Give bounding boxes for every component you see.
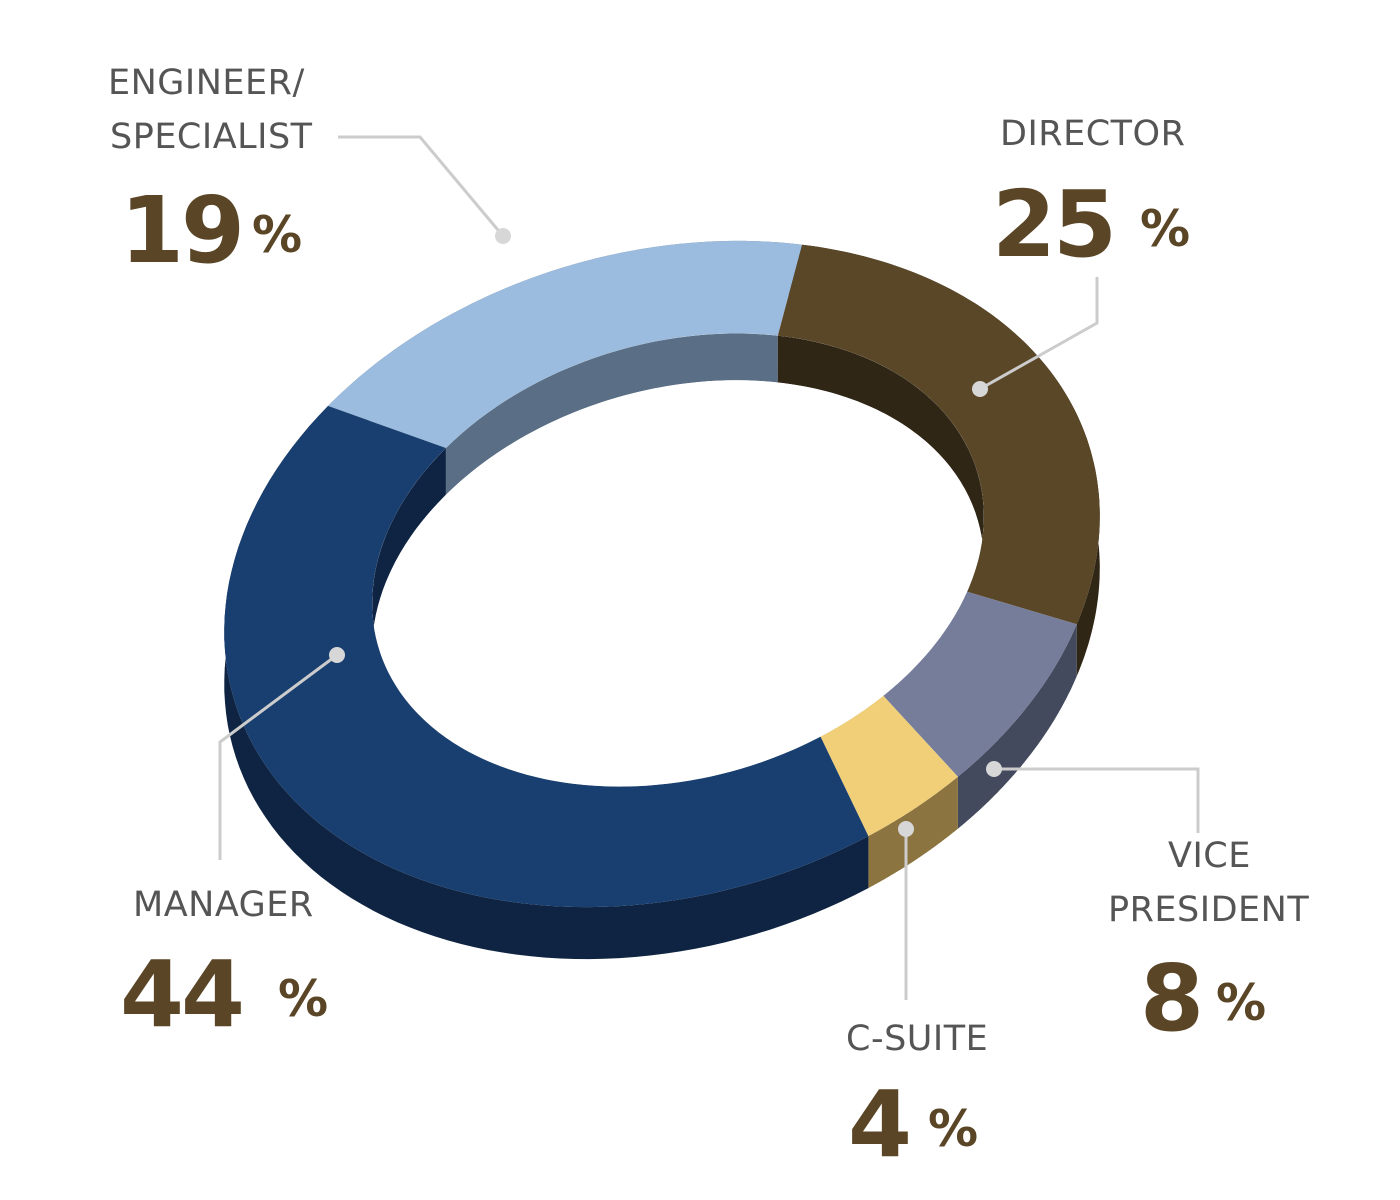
slice-labels: ENGINEER/SPECIALIST 19 % DIRECTOR 25 % VICE PRE… <box>108 63 1309 1178</box>
slice-inner-wall-0 <box>445 333 778 495</box>
slice-label-0: SPECIALIST <box>110 117 313 157</box>
slice-inner-wall-1 <box>777 335 984 639</box>
slice-0 <box>328 240 803 448</box>
donut-hole <box>372 380 984 787</box>
slice-unit-3: % <box>928 1100 978 1158</box>
slice-unit-1: % <box>1140 200 1190 258</box>
slice-label-4: MANAGER <box>133 885 314 925</box>
slice-value-0: 19 <box>120 177 242 284</box>
slice-unit-0: % <box>252 206 302 264</box>
leader-dot-2 <box>986 761 1002 777</box>
slice-label-2: PRESIDENT <box>1108 890 1309 930</box>
slice-inner-wall-4 <box>372 448 821 787</box>
slice-3 <box>820 695 958 837</box>
leader-line-1 <box>979 277 1099 391</box>
leader-lines <box>218 135 1200 1000</box>
donut-ring <box>224 240 1100 960</box>
slice-side-2 <box>957 624 1077 829</box>
slice-value-3: 4 <box>848 1071 909 1178</box>
slice-label-2: VICE <box>1168 836 1251 876</box>
slice-label-3: C-SUITE <box>846 1019 988 1059</box>
leader-line-0 <box>338 135 505 237</box>
leader-dot-3 <box>898 821 914 837</box>
slice-label-0: ENGINEER/ <box>108 63 305 103</box>
leader-line-2 <box>994 767 1200 833</box>
leader-dot-1 <box>972 381 988 397</box>
slice-4 <box>224 406 869 908</box>
slice-1 <box>777 244 1100 625</box>
slice-value-2: 8 <box>1140 945 1201 1052</box>
slice-unit-2: % <box>1216 974 1266 1032</box>
slice-2 <box>883 591 1077 777</box>
leader-line-4 <box>218 653 338 860</box>
slice-unit-4: % <box>278 970 328 1028</box>
leader-dot-0 <box>495 228 511 244</box>
slice-value-4: 44 <box>120 941 242 1048</box>
slice-label-1: DIRECTOR <box>1000 114 1185 154</box>
slice-value-1: 25 <box>992 171 1114 278</box>
leader-dot-4 <box>329 647 345 663</box>
